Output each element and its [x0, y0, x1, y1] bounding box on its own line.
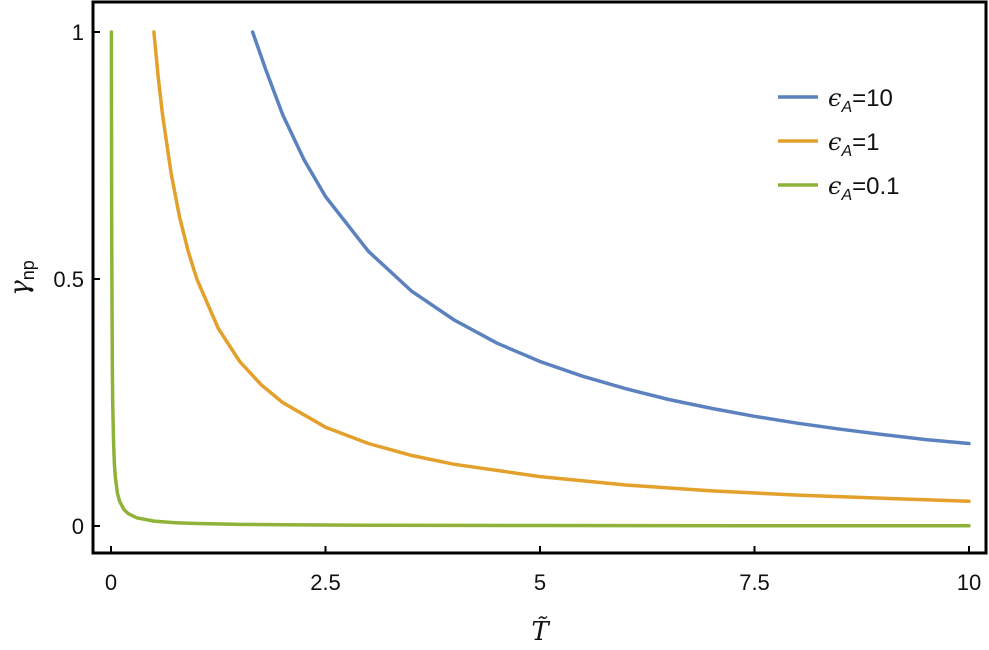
series-line — [109, 30, 971, 528]
legend-label-subscript: A — [840, 99, 852, 116]
x-axis-label: T̃ — [531, 616, 550, 647]
legend-label-subscript: A — [840, 143, 852, 160]
ticks: 0 2.5 5 7.5 10 0 0.5 1 — [53, 20, 981, 595]
y-axis-label: γnp — [5, 260, 38, 296]
y-tick-label: 1 — [72, 20, 84, 45]
x-tick-label: 5 — [534, 570, 546, 595]
series-line — [152, 30, 971, 504]
legend-label-value: =0.1 — [852, 173, 899, 200]
legend-label: ϵA=0.1 — [828, 172, 900, 204]
legend-label: ϵA=1 — [828, 128, 880, 160]
legend-label-symbol: ϵ — [828, 84, 841, 112]
x-tick-label: 2.5 — [310, 570, 341, 595]
y-tick-label: 0.5 — [53, 267, 84, 292]
legend-label-subscript: A — [840, 187, 852, 204]
x-tick-label: 10 — [957, 570, 981, 595]
legend-label-value: =1 — [852, 129, 879, 156]
x-tick-label: 0 — [105, 570, 117, 595]
legend-label: ϵA=10 — [828, 84, 893, 116]
y-axis-label-sub: np — [18, 260, 38, 280]
y-axis-label-main: γ — [5, 280, 35, 296]
y-tick-label: 0 — [72, 514, 84, 539]
series-line — [250, 30, 971, 446]
legend-label-symbol: ϵ — [828, 128, 841, 156]
x-tick-label: 7.5 — [739, 570, 770, 595]
legend-label-value: =10 — [852, 85, 893, 112]
legend-label-symbol: ϵ — [828, 172, 841, 200]
series-lines — [109, 30, 971, 528]
